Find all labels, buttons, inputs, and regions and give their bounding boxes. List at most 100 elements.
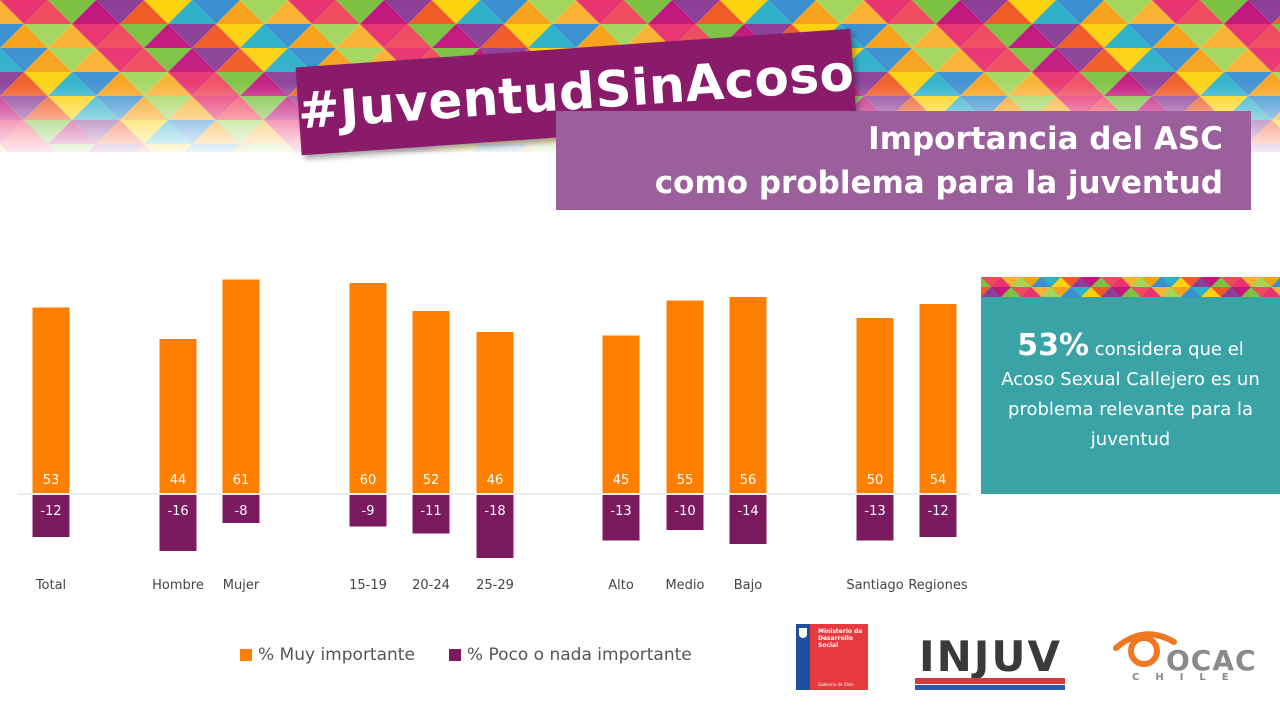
injuv-logo-text: INJUV <box>919 632 1063 681</box>
pattern-triangle <box>981 287 1001 297</box>
pattern-triangle <box>1211 277 1231 287</box>
category-tick-label: Hombre <box>152 578 204 593</box>
pattern-triangle <box>1101 287 1121 297</box>
data-label-positive: 55 <box>677 473 694 488</box>
pattern-triangle <box>1211 287 1231 297</box>
pattern-triangle <box>1081 287 1101 297</box>
data-label-positive: 60 <box>360 473 377 488</box>
pattern-triangle <box>1031 287 1051 297</box>
injuv-logo-stripe-red <box>915 678 1065 684</box>
category-tick-label: Bajo <box>734 578 762 593</box>
data-label-positive: 45 <box>613 473 630 488</box>
data-label-positive: 46 <box>487 473 504 488</box>
data-label-negative: -13 <box>610 504 631 519</box>
pattern-triangle <box>1271 278 1280 287</box>
pattern-triangle <box>1261 287 1280 297</box>
pattern-triangle <box>1021 287 1041 297</box>
pattern-triangle <box>1271 287 1280 296</box>
category-tick-label: 25-29 <box>476 578 514 593</box>
pattern-triangle <box>1231 287 1251 297</box>
legend-swatch-orange <box>240 649 252 661</box>
bar-muy-importante <box>159 339 197 493</box>
pattern-triangle <box>991 277 1011 287</box>
bar-muy-importante <box>412 311 450 493</box>
callout-text: 53% considera que el Acoso Sexual Callej… <box>989 331 1272 455</box>
pattern-triangle <box>1121 277 1141 287</box>
injuv-logo: INJUV <box>913 632 1067 692</box>
data-label-negative: -11 <box>420 504 441 519</box>
pattern-triangle <box>1231 277 1251 287</box>
pattern-triangle <box>1011 287 1031 297</box>
category-tick-label: Santiago <box>846 578 903 593</box>
pattern-triangle <box>1081 277 1101 287</box>
pattern-triangle <box>1201 287 1221 297</box>
pattern-triangle <box>1051 277 1071 287</box>
pattern-triangle <box>1121 287 1141 297</box>
pattern-triangle <box>991 287 1011 297</box>
category-tick-label: Total <box>35 578 66 593</box>
bar-poco-importante <box>919 495 957 537</box>
injuv-logo-stripe-blue <box>915 685 1065 690</box>
data-label-positive: 56 <box>740 473 757 488</box>
ocac-logo: OCAC CHILE <box>1110 624 1270 690</box>
pattern-triangle <box>1031 277 1051 287</box>
bar-poco-importante <box>666 495 704 530</box>
bar-chart: 53 -12 Total 44 -16 Hombre 61 -8 Mujer 60 -9 15-19 5… <box>18 279 970 593</box>
page-title-line1: Importancia del ASC <box>868 121 1223 157</box>
category-tick-label: Alto <box>608 578 634 593</box>
pattern-triangle <box>1141 277 1161 287</box>
legend-label: % Muy importante <box>258 645 415 665</box>
pattern-triangle <box>1061 287 1081 297</box>
pattern-triangle <box>1071 277 1091 287</box>
pattern-triangle <box>1131 277 1151 287</box>
pattern-triangle <box>1021 277 1041 287</box>
data-label-negative: -10 <box>674 504 695 519</box>
title-box: Importancia del ASC como problema para l… <box>556 111 1251 210</box>
category-tick-label: 20-24 <box>412 578 450 593</box>
category-tick-label: Medio <box>665 578 704 593</box>
bar-muy-importante <box>349 283 387 493</box>
pattern-triangle <box>1131 287 1151 297</box>
pattern-triangle <box>1001 277 1021 287</box>
bar-poco-importante <box>349 495 387 527</box>
bar-poco-importante <box>602 495 640 541</box>
ministerio-logo-bar <box>796 624 810 690</box>
data-label-negative: -18 <box>484 504 505 519</box>
bar-muy-importante <box>729 297 767 493</box>
bar-poco-importante <box>412 495 450 534</box>
bar-poco-importante <box>32 495 70 537</box>
pattern-triangle <box>1161 287 1181 297</box>
category-tick-label: 15-19 <box>349 578 387 593</box>
data-label-positive: 44 <box>170 473 187 488</box>
pattern-triangle <box>1221 287 1241 297</box>
bar-muy-importante <box>222 279 260 493</box>
data-label-positive: 53 <box>43 473 60 488</box>
bar-poco-importante <box>856 495 894 541</box>
pattern-triangle <box>1041 287 1061 297</box>
ministerio-logo-text: Ministerio de Desarrollo Social <box>818 628 863 649</box>
pattern-triangle <box>1001 287 1021 297</box>
pattern-triangle <box>1091 287 1111 297</box>
pattern-triangle <box>1091 277 1111 287</box>
pattern-triangle <box>1191 287 1211 297</box>
bar-poco-importante <box>476 495 514 558</box>
bar-muy-importante <box>32 307 70 493</box>
ocac-logo-text: OCAC <box>1166 644 1257 677</box>
pattern-triangle <box>1071 287 1091 297</box>
pattern-triangle <box>1251 287 1271 297</box>
pattern-triangle <box>1161 277 1181 287</box>
legend-swatch-purple <box>448 649 461 661</box>
pattern-triangle <box>1221 277 1241 287</box>
bar-muy-importante <box>602 335 640 493</box>
callout-description: considera que el Acoso Sexual Callejero … <box>1001 339 1260 450</box>
data-label-positive: 50 <box>867 473 884 488</box>
category-tick-label: Mujer <box>223 578 260 593</box>
bar-muy-importante <box>856 318 894 493</box>
pattern-triangle <box>1041 277 1061 287</box>
legend-item-muy-importante: % Muy importante <box>240 645 415 665</box>
ocac-logo-subtext: CHILE <box>1132 672 1245 683</box>
pattern-triangle <box>1111 277 1131 287</box>
pattern-triangle <box>1201 277 1221 287</box>
data-label-positive: 61 <box>233 473 250 488</box>
bar-muy-importante <box>666 300 704 493</box>
